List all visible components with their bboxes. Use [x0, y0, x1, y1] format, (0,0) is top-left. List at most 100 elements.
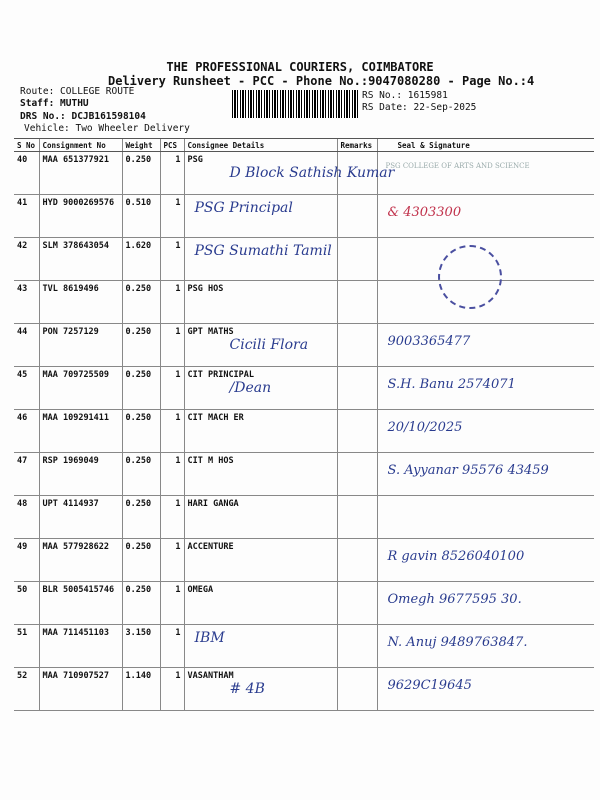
remarks-cell — [336, 280, 377, 324]
consignment-cell: PON 7257129 — [38, 323, 122, 367]
handwritten-signature: 9003365477 — [387, 334, 471, 349]
consignment-cell: MAA 577928622 — [38, 538, 122, 582]
sno-cell: 46 — [14, 409, 39, 453]
consignee: PSG — [187, 155, 203, 165]
weight-cell: 0.250 — [121, 151, 160, 195]
consignee: CIT PRINCIPAL — [187, 370, 255, 380]
table-row: 46 MAA 109291411 0.250 1 CIT MACH ER 20/10/20… — [14, 409, 594, 453]
sno-cell: 45 — [14, 366, 39, 410]
consignment-cell: HYD 9000269576 — [38, 194, 122, 238]
remarks-cell — [336, 323, 377, 367]
pcs: 1 — [175, 499, 181, 509]
handwritten-signature: 9629C19645 — [387, 678, 472, 693]
consignment-no: RSP 1969049 — [42, 456, 99, 466]
drs-no: DRS No.: DCJB161598104 — [20, 111, 146, 122]
weight: 0.250 — [125, 413, 152, 423]
table-row: 44 PON 7257129 0.250 1 GPT MATHS Cicili Flora… — [14, 323, 594, 367]
pcs-cell: 1 — [159, 280, 184, 324]
remarks-cell — [336, 452, 377, 496]
seal-cell — [376, 245, 594, 324]
weight: 1.620 — [125, 241, 152, 251]
handwritten-signature: N. Anuj 9489763847. — [387, 635, 528, 650]
consignment-no: UPT 4114937 — [42, 499, 99, 509]
consignment-no: MAA 109291411 — [42, 413, 110, 423]
pcs: 1 — [175, 456, 181, 466]
sno: 50 — [17, 585, 28, 595]
rs-no: RS No.: 1615981 — [362, 90, 448, 101]
handwritten-signature: S.H. Banu 2574071 — [387, 377, 516, 392]
seal-cell: R gavin 8526040100 — [376, 538, 594, 582]
weight-cell: 0.250 — [121, 581, 160, 625]
pcs-cell: 1 — [159, 151, 184, 195]
sno: 47 — [17, 456, 28, 466]
pcs-cell: 1 — [159, 581, 184, 625]
sno: 40 — [17, 155, 28, 165]
consignment-no: TVL 8619496 — [42, 284, 99, 294]
pcs: 1 — [175, 370, 181, 380]
vehicle: Vehicle: Two Wheeler Delivery — [24, 123, 190, 134]
staff: Staff: MUTHU — [20, 98, 89, 109]
col-remarks: Remarks — [336, 138, 377, 152]
weight: 0.250 — [125, 284, 152, 294]
weight-cell: 0.250 — [121, 323, 160, 367]
handwritten-signature: Omegh 9677595 30. — [387, 592, 522, 607]
table-row: 40 MAA 651377921 0.250 1 PSG D Block Sathish … — [14, 151, 594, 195]
pcs-cell: 1 — [159, 667, 184, 711]
consignment-no: MAA 709725509 — [42, 370, 110, 380]
weight: 0.250 — [125, 542, 152, 552]
weight-cell: 0.250 — [121, 409, 160, 453]
consignment-cell: MAA 651377921 — [38, 151, 122, 195]
sno-cell: 41 — [14, 194, 39, 238]
consignment-no: BLR 5005415746 — [42, 585, 115, 595]
consignment-cell: BLR 5005415746 — [38, 581, 122, 625]
weight-cell: 0.250 — [121, 280, 160, 324]
sno-cell: 52 — [14, 667, 39, 711]
weight: 0.250 — [125, 499, 152, 509]
consignment-no: SLM 378643054 — [42, 241, 110, 251]
col-weight: Weight — [121, 138, 160, 152]
pcs: 1 — [175, 671, 181, 681]
weight: 0.250 — [125, 370, 152, 380]
table-row: 52 MAA 710907527 1.140 1 VASANTHAM # 4B 9629C1… — [14, 667, 594, 711]
pcs: 1 — [175, 155, 181, 165]
weight-cell: 0.250 — [121, 538, 160, 582]
pcs: 1 — [175, 542, 181, 552]
pcs-cell: 1 — [159, 452, 184, 496]
weight-cell: 0.510 — [121, 194, 160, 238]
pcs: 1 — [175, 628, 181, 638]
seal-cell — [376, 495, 594, 539]
remarks-cell — [336, 151, 377, 195]
sno-cell: 48 — [14, 495, 39, 539]
pcs: 1 — [175, 585, 181, 595]
pcs-cell: 1 — [159, 495, 184, 539]
sno-cell: 44 — [14, 323, 39, 367]
consignee-cell: PSG HOS — [183, 280, 337, 324]
seal-cell: 9629C19645 — [376, 667, 594, 711]
pcs: 1 — [175, 413, 181, 423]
consignee-cell: HARI GANGA — [183, 495, 337, 539]
pcs: 1 — [175, 241, 181, 251]
consignee: OMEGA — [187, 585, 214, 595]
sno-cell: 47 — [14, 452, 39, 496]
handwritten-consignee: PSG Principal — [194, 200, 293, 216]
col-seal: Seal & Signature — [376, 138, 594, 152]
consignment-no: PON 7257129 — [42, 327, 99, 337]
sno: 43 — [17, 284, 28, 294]
weight-cell: 0.250 — [121, 366, 160, 410]
table-row: 47 RSP 1969049 0.250 1 CIT M HOS S. Ayyanar 9… — [14, 452, 594, 496]
remarks-cell — [336, 194, 377, 238]
weight-cell: 1.140 — [121, 667, 160, 711]
rs-date: RS Date: 22-Sep-2025 — [362, 102, 477, 113]
sno: 52 — [17, 671, 28, 681]
remarks-cell — [336, 667, 377, 711]
consignee: VASANTHAM — [187, 671, 234, 681]
handwritten-signature: PSG COLLEGE OF ARTS AND SCIENCE — [385, 162, 530, 170]
weight-cell: 3.150 — [121, 624, 160, 668]
consignee-cell: OMEGA — [183, 581, 337, 625]
consignment-no: MAA 711451103 — [42, 628, 110, 638]
sno-cell: 49 — [14, 538, 39, 582]
pcs-cell: 1 — [159, 237, 184, 281]
handwritten-signature: S. Ayyanar 95576 43459 — [387, 463, 549, 478]
table-row: 49 MAA 577928622 0.250 1 ACCENTURE R gavin 85… — [14, 538, 594, 582]
